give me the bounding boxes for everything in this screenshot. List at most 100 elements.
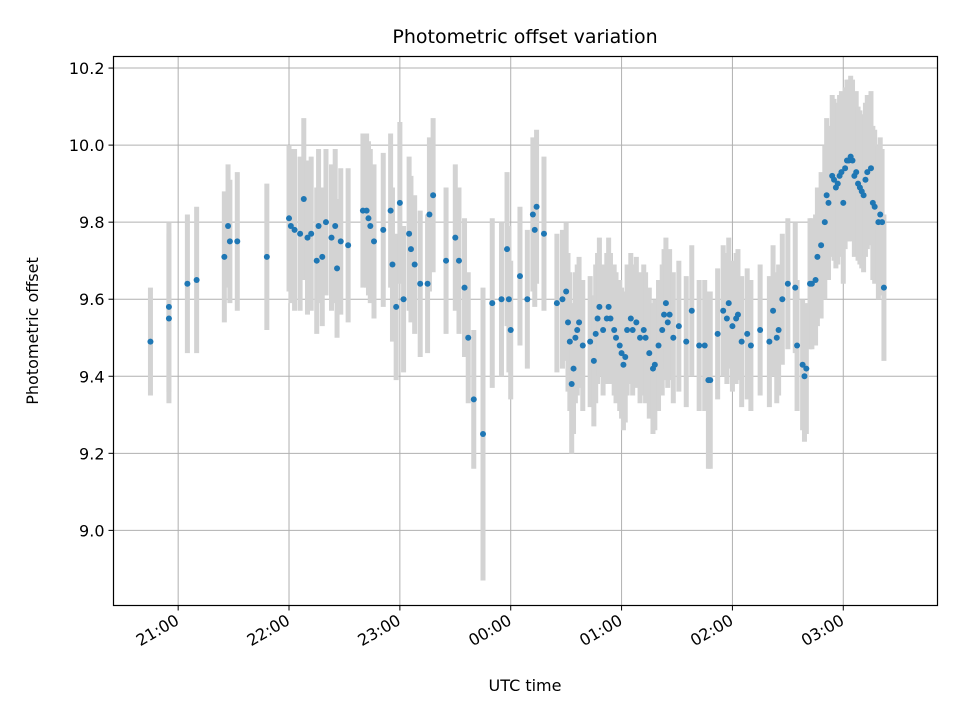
data-point [533,203,540,210]
data-point [291,226,298,233]
data-point [389,261,396,268]
data-point [165,303,172,310]
y-tick-label: 9.2 [79,444,104,463]
data-point [465,334,472,341]
data-point [308,230,315,237]
data-point [799,361,806,368]
data-point [564,319,571,326]
data-point [757,327,764,334]
data-point [572,334,579,341]
data-point [794,342,801,349]
data-point [825,199,832,206]
data-point [559,296,566,303]
data-point [688,307,695,314]
data-point [455,257,462,264]
data-point [683,338,690,345]
data-point [651,361,658,368]
data-point [729,323,736,330]
data-point [627,315,634,322]
data-point [849,157,856,164]
data-point [620,361,627,368]
data-point [720,307,727,314]
data-point [489,300,496,307]
data-point [334,265,341,272]
data-point [322,219,329,226]
y-tick-label: 9.6 [79,290,104,309]
data-point [744,330,751,337]
data-point [337,238,344,245]
data-point [871,203,878,210]
data-point [480,431,487,438]
data-point [592,330,599,337]
chart-title: Photometric offset variation [392,26,657,48]
data-point [524,296,531,303]
data-point [812,276,819,283]
x-axis-label: UTC time [489,676,562,695]
data-point [834,180,841,187]
data-point [773,334,780,341]
data-point [821,219,828,226]
data-point [553,300,560,307]
data-point [470,396,477,403]
data-point [770,307,777,314]
data-point [411,261,418,268]
data-point [221,253,228,260]
data-point [193,276,200,283]
data-point [723,315,730,322]
data-point [880,284,887,291]
data-point [792,284,799,291]
data-point [696,342,703,349]
data-point [624,327,631,334]
data-point [315,223,322,230]
data-point [738,338,745,345]
data-point [784,280,791,287]
data-point [507,327,514,334]
data-point [424,280,431,287]
data-point [675,323,682,330]
y-tick-label: 10.2 [69,59,105,78]
data-point [655,342,662,349]
data-point [570,365,577,372]
data-point [400,296,407,303]
data-point [393,303,400,310]
data-points [147,153,887,438]
data-point [226,238,233,245]
y-tick-label: 9.4 [79,367,104,386]
data-point [380,226,387,233]
data-point [629,327,636,334]
data-point [387,207,394,214]
data-point [664,319,671,326]
data-point [862,176,869,183]
data-point [633,319,640,326]
data-point [587,338,594,345]
data-point [576,319,583,326]
data-point [426,211,433,218]
data-point [365,215,372,222]
data-point [803,365,810,372]
data-point [452,234,459,241]
data-point [234,238,241,245]
data-point [540,230,547,237]
data-point [611,327,618,334]
data-point [707,377,714,384]
data-point [879,219,886,226]
data-point [605,303,612,310]
data-point [618,350,625,357]
data-point [371,238,378,245]
data-point [505,296,512,303]
data-point [590,357,597,364]
data-point [574,327,581,334]
data-point [407,246,414,253]
data-point [725,300,732,307]
data-point [823,192,830,199]
data-point [670,334,677,341]
data-point [304,234,311,241]
data-point [328,234,335,241]
data-point [600,327,607,334]
data-point [286,215,293,222]
data-point [642,334,649,341]
data-point [568,380,575,387]
data-point [406,230,413,237]
